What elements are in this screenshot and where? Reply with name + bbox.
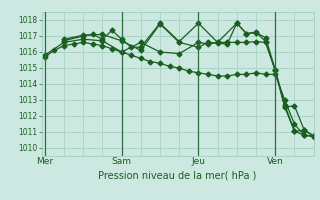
X-axis label: Pression niveau de la mer( hPa ): Pression niveau de la mer( hPa ) bbox=[99, 171, 257, 181]
